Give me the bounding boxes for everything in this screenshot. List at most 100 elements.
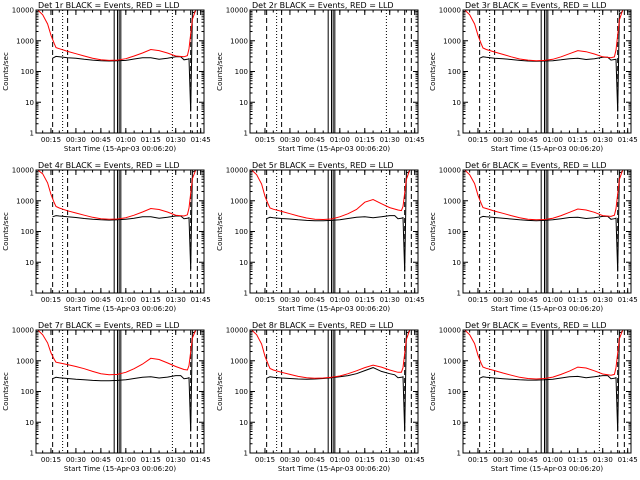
y-axis-label: Counts/sec — [429, 52, 437, 91]
y-tick-label: 1000 — [230, 197, 248, 205]
y-axis-label: Counts/sec — [216, 212, 224, 251]
y-tick-label: 10 — [239, 259, 248, 267]
y-tick-label: 10 — [452, 99, 461, 107]
x-tick-label: 01:45 — [405, 136, 425, 144]
x-tick-label: 00:45 — [305, 456, 325, 464]
y-tick-label: 100 — [235, 228, 248, 236]
x-tick-label: 01:00 — [116, 296, 136, 304]
y-tick-label: 10 — [452, 419, 461, 427]
x-tick-label: 01:00 — [543, 296, 563, 304]
x-tick-label: 01:30 — [166, 296, 186, 304]
x-tick-label: 01:15 — [141, 456, 161, 464]
x-tick-label: 01:45 — [191, 456, 211, 464]
x-tick-label: 01:15 — [568, 136, 588, 144]
x-axis-label: Start Time (15-Apr-03 00:06:20) — [491, 465, 603, 473]
x-axis-label: Start Time (15-Apr-03 00:06:20) — [64, 145, 176, 153]
series-line — [52, 170, 196, 270]
y-tick-label: 1 — [457, 290, 461, 298]
y-tick-label: 10000 — [439, 327, 461, 335]
x-tick-label: 01:45 — [405, 296, 425, 304]
y-tick-label: 10000 — [12, 7, 34, 15]
y-tick-label: 10000 — [226, 327, 248, 335]
y-tick-label: 1 — [30, 130, 34, 138]
chart-panel: Det 8r BLACK = Events, RED = LLD 1 10 100 10… — [216, 321, 425, 473]
x-tick-label: 00:15 — [255, 456, 275, 464]
chart-panel: Det 3r BLACK = Events, RED = LLD 1 10 100 10… — [429, 1, 638, 153]
y-tick-label: 100 — [448, 68, 461, 76]
y-tick-label: 100 — [448, 228, 461, 236]
x-tick-label: 00:45 — [91, 296, 111, 304]
x-tick-label: 00:30 — [280, 456, 300, 464]
x-tick-label: 01:30 — [166, 456, 186, 464]
plot-frame — [35, 329, 205, 454]
series-line — [52, 10, 196, 112]
y-tick-label: 1 — [244, 290, 248, 298]
chart-panel: Det 5r BLACK = Events, RED = LLD 1 10 100 10… — [216, 161, 425, 313]
x-tick-label: 01:30 — [593, 136, 613, 144]
y-tick-label: 10000 — [226, 167, 248, 175]
x-axis-label: Start Time (15-Apr-03 00:06:20) — [278, 465, 390, 473]
x-tick-label: 00:30 — [280, 136, 300, 144]
chart-panel: Det 7r BLACK = Events, RED = LLD 1 10 100 10… — [2, 321, 211, 473]
x-tick-label: 00:15 — [255, 136, 275, 144]
x-tick-label: 01:30 — [380, 136, 400, 144]
y-tick-label: 1 — [457, 450, 461, 458]
x-tick-label: 01:15 — [141, 296, 161, 304]
y-tick-label: 1 — [244, 130, 248, 138]
x-tick-label: 01:00 — [116, 136, 136, 144]
x-tick-label: 01:45 — [405, 456, 425, 464]
y-tick-label: 1 — [244, 450, 248, 458]
chart-title: Det 6r BLACK = Events, RED = LLD — [465, 161, 607, 170]
x-tick-label: 00:15 — [41, 456, 61, 464]
chart-title: Det 1r BLACK = Events, RED = LLD — [38, 1, 180, 10]
y-axis-label: Counts/sec — [216, 372, 224, 411]
y-tick-label: 10 — [239, 419, 248, 427]
x-tick-label: 01:45 — [618, 296, 638, 304]
chart-title: Det 4r BLACK = Events, RED = LLD — [38, 161, 180, 170]
y-axis-label: Counts/sec — [2, 212, 10, 251]
chart-title: Det 7r BLACK = Events, RED = LLD — [38, 321, 180, 330]
y-tick-label: 10 — [452, 259, 461, 267]
y-tick-label: 1000 — [443, 197, 461, 205]
x-tick-label: 01:45 — [618, 136, 638, 144]
x-tick-label: 00:15 — [255, 296, 275, 304]
plot-frame — [249, 169, 419, 294]
series-line — [37, 169, 197, 220]
chart-title: Det 8r BLACK = Events, RED = LLD — [252, 321, 394, 330]
x-tick-label: 01:30 — [380, 296, 400, 304]
y-axis-label: Counts/sec — [2, 52, 10, 91]
x-tick-label: 00:45 — [518, 136, 538, 144]
series-line — [479, 170, 623, 272]
y-tick-label: 10000 — [439, 7, 461, 15]
x-tick-label: 01:00 — [543, 136, 563, 144]
x-tick-label: 01:00 — [330, 456, 350, 464]
series-line — [37, 9, 197, 61]
x-tick-label: 00:45 — [91, 456, 111, 464]
y-tick-label: 10000 — [226, 7, 248, 15]
y-tick-label: 100 — [21, 68, 34, 76]
x-tick-label: 00:45 — [305, 296, 325, 304]
y-tick-label: 100 — [448, 388, 461, 396]
y-tick-label: 1 — [457, 130, 461, 138]
x-tick-label: 01:00 — [116, 456, 136, 464]
x-tick-label: 01:45 — [191, 136, 211, 144]
y-tick-label: 100 — [235, 68, 248, 76]
x-tick-label: 01:00 — [543, 456, 563, 464]
x-axis-label: Start Time (15-Apr-03 00:06:20) — [278, 145, 390, 153]
chart-title: Det 5r BLACK = Events, RED = LLD — [252, 161, 394, 170]
plot-frame — [35, 169, 205, 294]
x-tick-label: 01:30 — [593, 456, 613, 464]
y-tick-label: 1000 — [230, 357, 248, 365]
x-tick-label: 00:45 — [305, 136, 325, 144]
series-line — [251, 329, 411, 379]
x-tick-label: 00:30 — [66, 136, 86, 144]
x-tick-label: 01:30 — [166, 136, 186, 144]
x-tick-label: 00:30 — [66, 296, 86, 304]
x-tick-label: 00:15 — [468, 296, 488, 304]
plot-frame — [462, 329, 632, 454]
y-tick-label: 10 — [25, 99, 34, 107]
x-tick-label: 01:00 — [330, 296, 350, 304]
y-tick-label: 1 — [30, 290, 34, 298]
